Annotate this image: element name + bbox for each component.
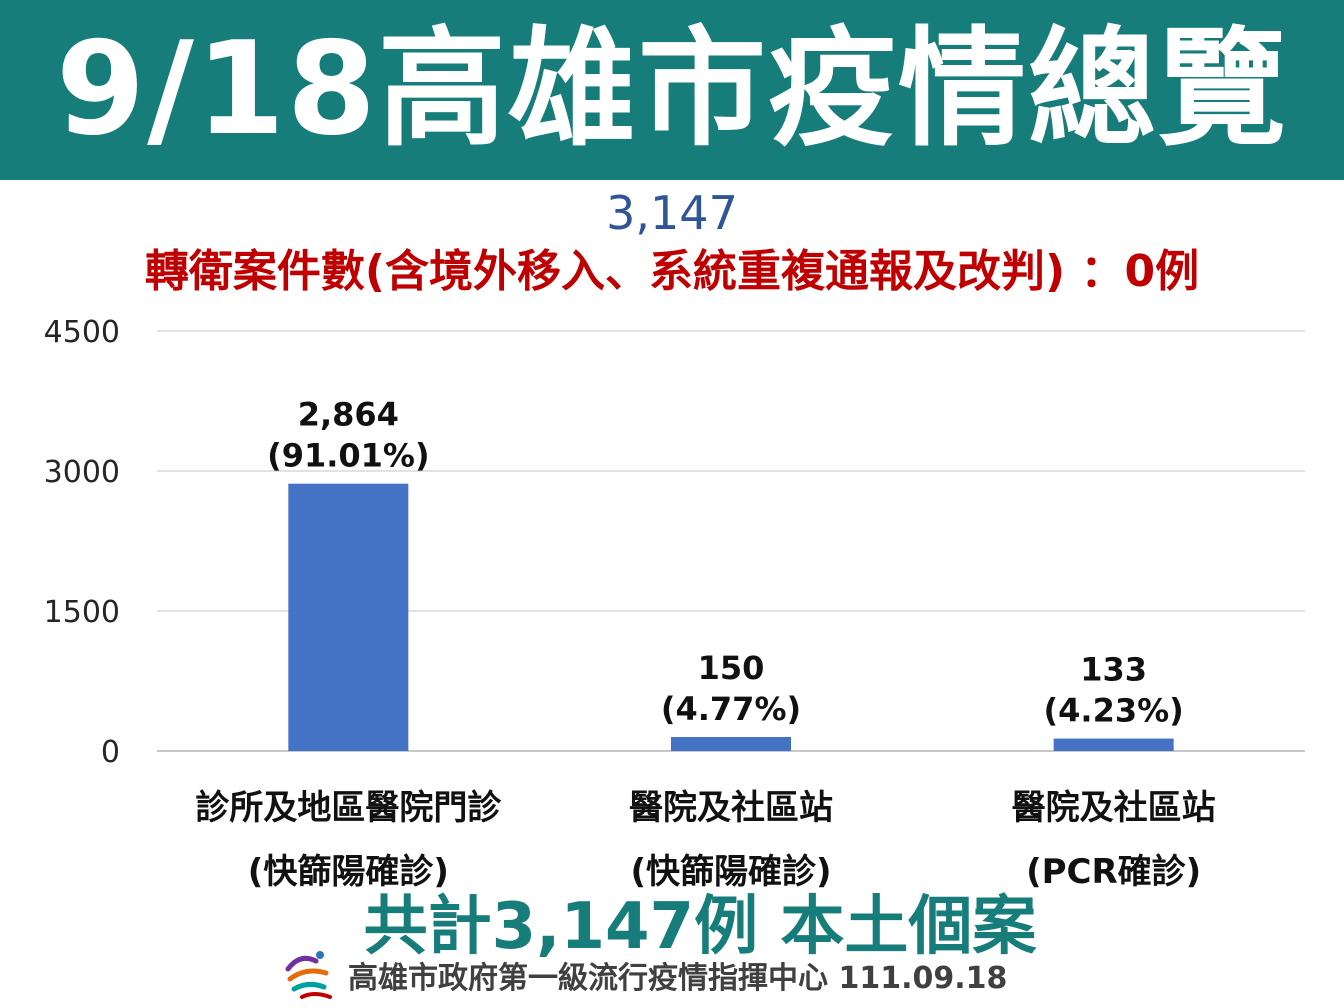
bar-chart: 0 1500 3000 4500 2,864(91.01%) 150(4.77%) 133(… — [44, 315, 1305, 770]
bar — [1053, 738, 1174, 751]
header-banner: 9/18高雄市疫情總覽 — [0, 0, 1344, 180]
bar-value-label: 150 — [698, 649, 765, 687]
footer-text: 高雄市政府第一級流行疫情指揮中心 111.09.18 — [348, 961, 1008, 996]
y-tick-label: 1500 — [44, 595, 120, 630]
bar — [288, 483, 409, 751]
y-tick-label: 4500 — [44, 315, 120, 350]
footer: 高雄市政府第一級流行疫情指揮中心 111.09.18 — [280, 945, 1007, 1005]
x-category-label: 醫院及社區站 (PCR確診) — [904, 788, 1324, 893]
kaohsiung-logo-icon — [285, 951, 332, 999]
bar-percent-label: (4.77%) — [661, 690, 801, 728]
bar-percent-label: (91.01%) — [267, 437, 430, 475]
bar-value-label: 133 — [1080, 651, 1147, 689]
x-category-line2: (快篩陽確診) — [630, 852, 832, 892]
x-category-line2: (快篩陽確診) — [247, 852, 449, 892]
page-title: 9/18高雄市疫情總覽 — [56, 15, 1288, 164]
total-count: 3,147 — [606, 186, 738, 240]
bar — [671, 737, 791, 751]
y-tick-label: 0 — [101, 735, 120, 770]
x-category-label: 醫院及社區站 (快篩陽確診) — [521, 788, 941, 893]
transfer-note: 轉衛案件數(含境外移入、系統重複通報及改判) ：0例 — [144, 246, 1200, 297]
x-category-line1: 醫院及社區站 — [629, 788, 833, 828]
bar-value-label: 2,864 — [298, 396, 399, 434]
bar-percent-label: (4.23%) — [1044, 692, 1184, 730]
x-category-line1: 醫院及社區站 — [1011, 788, 1216, 828]
summary-total: 共計3,147例 本土個案 — [363, 890, 1037, 964]
x-category-line2: (PCR確診) — [1026, 852, 1202, 892]
y-tick-label: 3000 — [44, 455, 120, 490]
x-category-line1: 診所及地區醫院門診 — [195, 788, 502, 828]
x-category-label: 診所及地區醫院門診 (快篩陽確診) — [138, 788, 558, 893]
